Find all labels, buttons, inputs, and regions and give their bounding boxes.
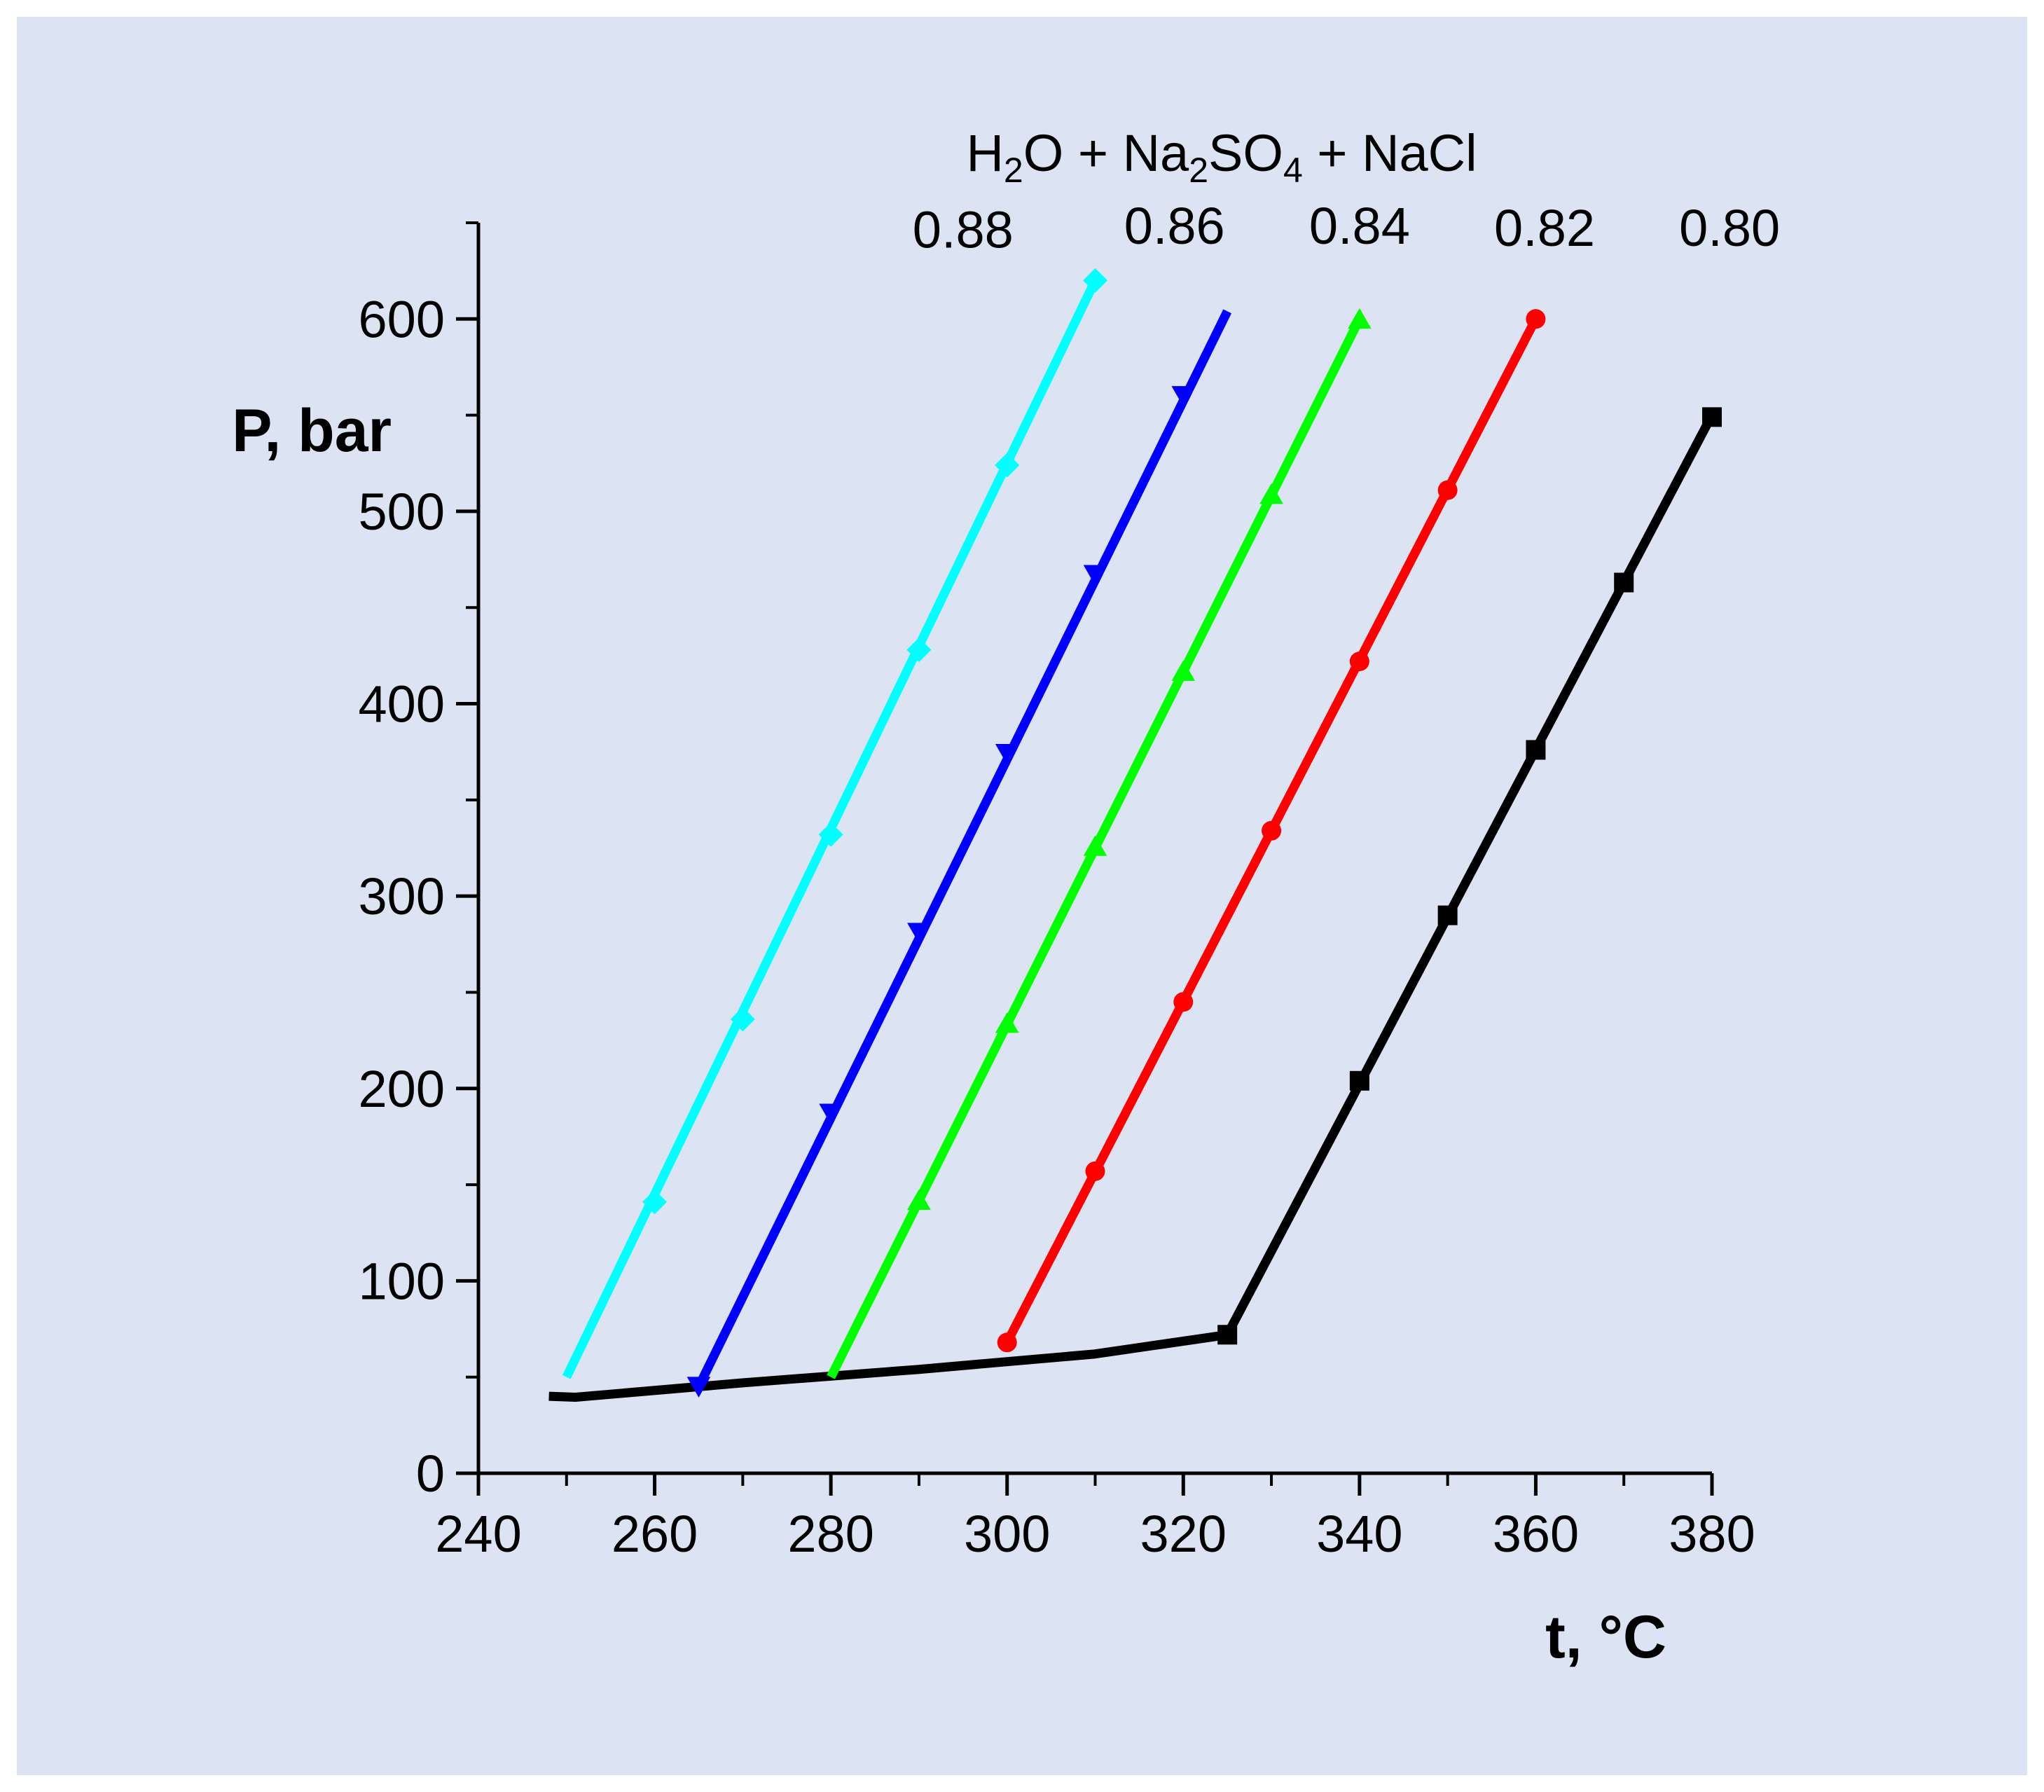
boundary-line [548, 1330, 1229, 1402]
data-point-triangle-down [1083, 565, 1107, 586]
chart-text: H2O + Na2SO4 + NaCl P, bar t, °C 0.88 0.8… [232, 124, 1780, 1671]
data-point-circle [1526, 309, 1546, 329]
data-point-square [1614, 572, 1634, 593]
data-point-square [1437, 905, 1458, 925]
title-segment: H [966, 124, 1003, 182]
title-subscript: 2 [1004, 151, 1023, 190]
data-point-circle [997, 1332, 1017, 1353]
data-point-triangle-down [995, 743, 1019, 765]
data-point-triangle-up [995, 1012, 1019, 1033]
data-point-triangle-down [907, 923, 931, 944]
pressure-temperature-chart: 240 260 280 300 320 340 360 380 0 100 200 300 400 500… [232, 124, 1780, 1671]
axes: 240 260 280 300 320 340 360 380 0 100 200 300 400 500… [359, 221, 1755, 1563]
data-point-triangle-down [686, 1377, 711, 1398]
y-tick-label: 200 [359, 1060, 445, 1118]
data-point-square [1526, 740, 1546, 760]
data-point-circle [1349, 652, 1369, 672]
y-axis-title: P, bar [232, 397, 392, 464]
title-segment: O + Na [1023, 124, 1189, 182]
data-point-square [1349, 1070, 1369, 1091]
data-point-triangle-up [1259, 483, 1283, 504]
data-point-triangle-up [907, 1189, 931, 1211]
series-line-0.86 [694, 309, 1232, 1389]
data-point-diamond [642, 1190, 668, 1215]
data-point-circle [1085, 1161, 1105, 1181]
series-line-0.80 [1223, 413, 1716, 1337]
data-point-circle [1262, 820, 1282, 841]
series-label-0.88: 0.88 [913, 201, 1014, 259]
data-point-triangle-up [1083, 835, 1107, 856]
title-segment: + NaCl [1303, 124, 1477, 182]
data-point-triangle-down [819, 1103, 843, 1124]
series-label-0.84: 0.84 [1309, 197, 1410, 255]
series-label-0.86: 0.86 [1124, 197, 1225, 255]
data-point-diamond [906, 637, 932, 663]
x-tick-label: 280 [787, 1505, 873, 1563]
data-point-diamond [730, 1007, 755, 1032]
y-tick-label: 300 [359, 867, 445, 925]
y-tick-label: 100 [359, 1252, 445, 1310]
x-axis-title: t, °C [1545, 1604, 1666, 1671]
x-tick-label: 320 [1140, 1505, 1227, 1563]
data-point-diamond [1083, 268, 1107, 293]
x-tick-label: 380 [1669, 1505, 1755, 1563]
x-tick-label: 340 [1316, 1505, 1402, 1563]
series-label-0.82: 0.82 [1494, 199, 1595, 257]
x-tick-label: 260 [612, 1505, 698, 1563]
chart-title: H2O + Na2SO4 + NaCl [966, 124, 1477, 190]
series-label-0.80: 0.80 [1679, 199, 1780, 257]
x-tick-label: 300 [964, 1505, 1050, 1563]
data-point-triangle-up [1348, 308, 1372, 329]
y-tick-label: 400 [359, 675, 445, 733]
y-tick-label: 600 [359, 290, 445, 348]
series-lines [548, 278, 1716, 1402]
data-point-diamond [995, 453, 1020, 478]
y-tick-label: 500 [359, 483, 445, 541]
y-tick-label: 0 [416, 1445, 445, 1503]
title-segment: SO [1208, 124, 1283, 182]
data-point-square [1217, 1325, 1238, 1345]
data-point-triangle-down [1171, 386, 1196, 407]
data-point-circle [1173, 992, 1194, 1012]
data-point-diamond [818, 822, 843, 847]
title-subscript: 4 [1283, 151, 1303, 190]
data-point-square [1702, 407, 1722, 427]
data-point-triangle-up [1171, 660, 1196, 681]
chart-panel: 240 260 280 300 320 340 360 380 0 100 200 300 400 500… [17, 17, 2027, 1775]
data-point-circle [1437, 480, 1458, 500]
x-tick-label: 360 [1493, 1505, 1579, 1563]
title-subscript: 2 [1189, 151, 1208, 190]
series-markers [642, 268, 1722, 1398]
x-tick-label: 240 [435, 1505, 521, 1563]
